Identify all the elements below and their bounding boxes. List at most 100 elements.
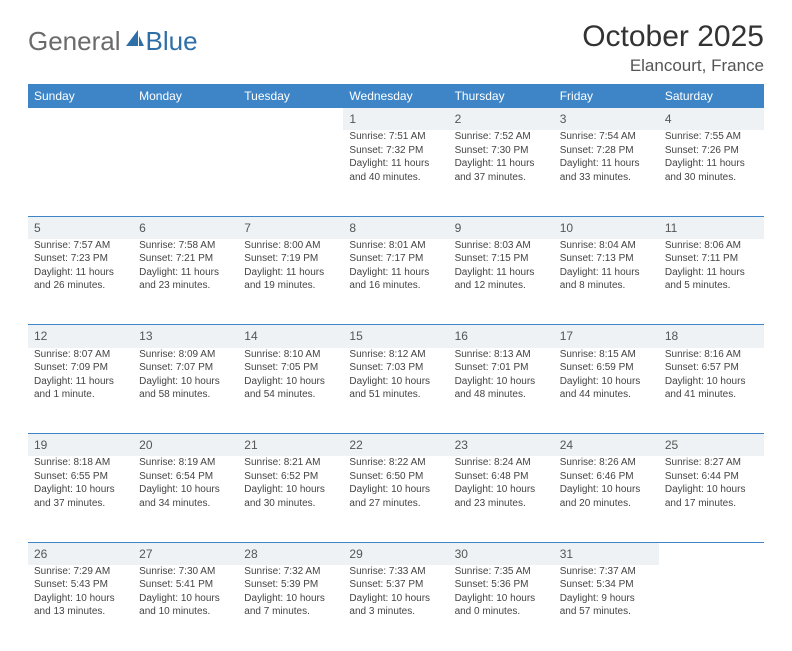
weekday-header: Friday (554, 84, 659, 108)
header: General Blue October 2025 Elancourt, Fra… (28, 20, 764, 76)
day-detail-cell: Sunrise: 8:10 AMSunset: 7:05 PMDaylight:… (238, 348, 343, 434)
day-detail-cell: Sunrise: 8:04 AMSunset: 7:13 PMDaylight:… (554, 239, 659, 325)
sunrise-line: Sunrise: 8:26 AM (560, 456, 653, 470)
day-number-cell: 23 (449, 434, 554, 457)
daylight-line: Daylight: 11 hours and 23 minutes. (139, 266, 232, 293)
day-number-cell: 2 (449, 108, 554, 130)
day-number-cell: 19 (28, 434, 133, 457)
sunset-line: Sunset: 5:43 PM (34, 578, 127, 592)
day-number-cell (238, 108, 343, 130)
sunset-line: Sunset: 5:36 PM (455, 578, 548, 592)
sunrise-line: Sunrise: 8:22 AM (349, 456, 442, 470)
day-number-cell (659, 542, 764, 565)
day-number-cell: 14 (238, 325, 343, 348)
day-number-cell: 26 (28, 542, 133, 565)
sunrise-line: Sunrise: 7:54 AM (560, 130, 653, 144)
day-number-cell: 27 (133, 542, 238, 565)
day-detail-cell: Sunrise: 8:13 AMSunset: 7:01 PMDaylight:… (449, 348, 554, 434)
day-number-cell: 3 (554, 108, 659, 130)
daylight-line: Daylight: 10 hours and 10 minutes. (139, 592, 232, 619)
daylight-line: Daylight: 11 hours and 26 minutes. (34, 266, 127, 293)
daylight-line: Daylight: 10 hours and 17 minutes. (665, 483, 758, 510)
daylight-line: Daylight: 10 hours and 27 minutes. (349, 483, 442, 510)
day-detail-cell: Sunrise: 8:07 AMSunset: 7:09 PMDaylight:… (28, 348, 133, 434)
sunrise-line: Sunrise: 7:30 AM (139, 565, 232, 579)
day-detail-cell: Sunrise: 8:00 AMSunset: 7:19 PMDaylight:… (238, 239, 343, 325)
daylight-line: Daylight: 11 hours and 37 minutes. (455, 157, 548, 184)
weekday-header: Saturday (659, 84, 764, 108)
day-detail-cell: Sunrise: 7:29 AMSunset: 5:43 PMDaylight:… (28, 565, 133, 651)
day-detail-cell (238, 130, 343, 216)
day-number-cell (28, 108, 133, 130)
sunset-line: Sunset: 6:48 PM (455, 470, 548, 484)
daylight-line: Daylight: 10 hours and 20 minutes. (560, 483, 653, 510)
daylight-line: Daylight: 10 hours and 41 minutes. (665, 375, 758, 402)
day-detail-cell: Sunrise: 8:15 AMSunset: 6:59 PMDaylight:… (554, 348, 659, 434)
sunset-line: Sunset: 6:54 PM (139, 470, 232, 484)
sunset-line: Sunset: 7:11 PM (665, 252, 758, 266)
day-number-cell: 24 (554, 434, 659, 457)
daylight-line: Daylight: 11 hours and 16 minutes. (349, 266, 442, 293)
day-detail-cell: Sunrise: 8:12 AMSunset: 7:03 PMDaylight:… (343, 348, 448, 434)
daylight-line: Daylight: 11 hours and 19 minutes. (244, 266, 337, 293)
sunset-line: Sunset: 5:39 PM (244, 578, 337, 592)
daylight-line: Daylight: 10 hours and 23 minutes. (455, 483, 548, 510)
sunset-line: Sunset: 7:28 PM (560, 144, 653, 158)
sunset-line: Sunset: 7:05 PM (244, 361, 337, 375)
day-number-cell: 18 (659, 325, 764, 348)
title-block: October 2025 Elancourt, France (582, 20, 764, 76)
sunrise-line: Sunrise: 7:35 AM (455, 565, 548, 579)
sunrise-line: Sunrise: 8:10 AM (244, 348, 337, 362)
sunrise-line: Sunrise: 8:03 AM (455, 239, 548, 253)
day-detail-cell: Sunrise: 7:51 AMSunset: 7:32 PMDaylight:… (343, 130, 448, 216)
daylight-line: Daylight: 11 hours and 12 minutes. (455, 266, 548, 293)
day-detail-cell: Sunrise: 8:24 AMSunset: 6:48 PMDaylight:… (449, 456, 554, 542)
sunset-line: Sunset: 7:09 PM (34, 361, 127, 375)
day-number-row: 567891011 (28, 216, 764, 239)
day-number-cell: 20 (133, 434, 238, 457)
logo-text-general: General (28, 26, 121, 57)
day-detail-row: Sunrise: 8:18 AMSunset: 6:55 PM Daylight:… (28, 456, 764, 542)
sunrise-line: Sunrise: 7:52 AM (455, 130, 548, 144)
day-number-cell: 16 (449, 325, 554, 348)
day-detail-row: Sunrise: 7:51 AMSunset: 7:32 PMDaylight:… (28, 130, 764, 216)
sunset-line: Sunset: 6:55 PM (34, 470, 127, 484)
sunrise-line: Sunrise: 8:24 AM (455, 456, 548, 470)
daylight-line: Daylight: 10 hours and 58 minutes. (139, 375, 232, 402)
day-number-cell: 17 (554, 325, 659, 348)
daylight-line: Daylight: 9 hours and 57 minutes. (560, 592, 653, 619)
sunset-line: Sunset: 7:19 PM (244, 252, 337, 266)
weekday-header: Sunday (28, 84, 133, 108)
day-number-cell (133, 108, 238, 130)
day-number-cell: 4 (659, 108, 764, 130)
daylight-line: Daylight: 10 hours and 54 minutes. (244, 375, 337, 402)
day-number-cell: 29 (343, 542, 448, 565)
day-detail-cell (133, 130, 238, 216)
day-detail-cell: Sunrise: 7:55 AMSunset: 7:26 PMDaylight:… (659, 130, 764, 216)
sunrise-line: Sunrise: 8:09 AM (139, 348, 232, 362)
sunset-line: Sunset: 7:17 PM (349, 252, 442, 266)
daylight-line: Daylight: 11 hours and 40 minutes. (349, 157, 442, 184)
sunset-line: Sunset: 6:57 PM (665, 361, 758, 375)
sunrise-line: Sunrise: 8:00 AM (244, 239, 337, 253)
sunset-line: Sunset: 7:03 PM (349, 361, 442, 375)
day-number-cell: 7 (238, 216, 343, 239)
daylight-line: Daylight: 11 hours and 5 minutes. (665, 266, 758, 293)
day-number-cell: 1 (343, 108, 448, 130)
day-number-cell: 13 (133, 325, 238, 348)
day-detail-cell: Sunrise: 8:27 AMSunset: 6:44 PMDaylight:… (659, 456, 764, 542)
daylight-line: Daylight: 11 hours and 33 minutes. (560, 157, 653, 184)
sunset-line: Sunset: 7:01 PM (455, 361, 548, 375)
calendar-body: 1234Sunrise: 7:51 AMSunset: 7:32 PMDayli… (28, 108, 764, 651)
sunrise-line: Sunrise: 8:18 AM (34, 456, 127, 470)
day-detail-cell: Sunrise: 7:37 AMSunset: 5:34 PMDaylight:… (554, 565, 659, 651)
day-detail-cell: Sunrise: 8:21 AMSunset: 6:52 PMDaylight:… (238, 456, 343, 542)
sunrise-line: Sunrise: 8:06 AM (665, 239, 758, 253)
day-detail-cell (28, 130, 133, 216)
sunrise-line: Sunrise: 8:16 AM (665, 348, 758, 362)
weekday-header: Tuesday (238, 84, 343, 108)
day-number-cell: 15 (343, 325, 448, 348)
daylight-line: Daylight: 10 hours and 13 minutes. (34, 592, 127, 619)
daylight-line: Daylight: 10 hours and 34 minutes. (139, 483, 232, 510)
day-detail-cell: Sunrise: 7:32 AMSunset: 5:39 PMDaylight:… (238, 565, 343, 651)
